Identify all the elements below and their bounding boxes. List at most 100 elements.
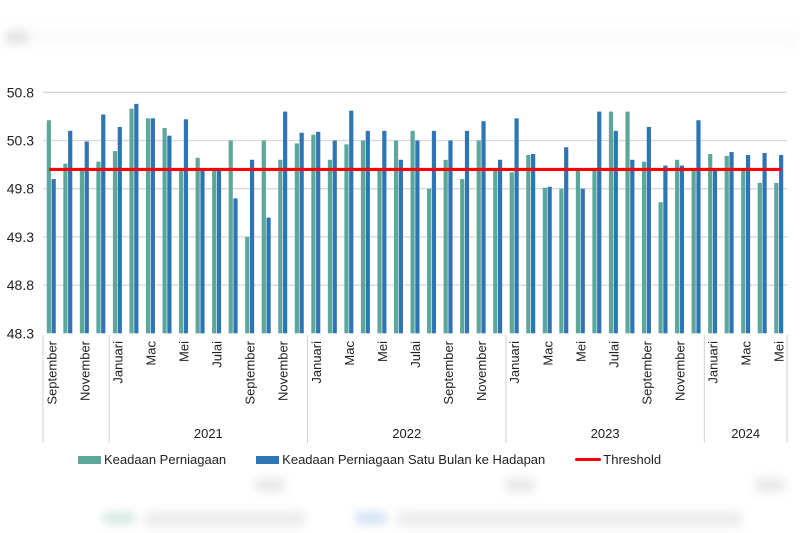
bar-satu-bulan-ke-hadapan bbox=[531, 153, 536, 334]
bar-keadaan-perniagaan bbox=[195, 157, 200, 334]
bar-satu-bulan-ke-hadapan bbox=[167, 135, 172, 334]
blurred-legend-text bbox=[397, 511, 742, 527]
year-label: 2023 bbox=[591, 426, 620, 441]
bar-satu-bulan-ke-hadapan bbox=[349, 110, 354, 334]
bars bbox=[46, 103, 784, 334]
year-label: 2021 bbox=[194, 426, 223, 441]
blurred-background-label bbox=[6, 30, 28, 44]
bar-satu-bulan-ke-hadapan bbox=[51, 179, 56, 334]
bar-keadaan-perniagaan bbox=[724, 155, 729, 334]
bar-satu-bulan-ke-hadapan bbox=[431, 130, 437, 334]
bar-keadaan-perniagaan bbox=[641, 161, 647, 334]
bar-satu-bulan-ke-hadapan bbox=[630, 159, 635, 334]
x-tick-label: September bbox=[441, 340, 456, 404]
y-tick-label: 50.3 bbox=[7, 133, 34, 149]
blurred-background-strip bbox=[0, 28, 800, 48]
bar-satu-bulan-ke-hadapan bbox=[283, 111, 288, 334]
bar-keadaan-perniagaan bbox=[559, 188, 564, 334]
bar-satu-bulan-ke-hadapan bbox=[68, 130, 73, 334]
x-tick-label: Mac bbox=[540, 341, 555, 366]
x-tick-label: Julai bbox=[408, 341, 423, 368]
bar-keadaan-perniagaan bbox=[327, 159, 333, 334]
bar-chart: 48.3 48.8 49.3 49.8 50.3 50.8 September Novemb… bbox=[7, 84, 788, 443]
x-tick-label: November bbox=[474, 340, 489, 401]
bar-satu-bulan-ke-hadapan bbox=[464, 130, 470, 334]
bar-keadaan-perniagaan bbox=[708, 153, 713, 334]
bar-keadaan-perniagaan bbox=[245, 236, 250, 334]
x-tick-label: Mac bbox=[739, 341, 754, 366]
bar-keadaan-perniagaan bbox=[212, 169, 217, 334]
x-tick-label: November bbox=[673, 340, 688, 401]
blurred-tick bbox=[255, 478, 285, 492]
bar-keadaan-perniagaan bbox=[608, 111, 614, 334]
bar-satu-bulan-ke-hadapan bbox=[299, 132, 304, 334]
y-tick-label: 49.3 bbox=[7, 229, 34, 245]
x-tick-label: November bbox=[276, 340, 291, 401]
year-label: 2024 bbox=[731, 426, 760, 441]
bar-satu-bulan-ke-hadapan bbox=[712, 169, 718, 334]
blurred-legend-text bbox=[145, 511, 305, 527]
bar-keadaan-perniagaan bbox=[179, 169, 184, 334]
bar-keadaan-perniagaan bbox=[691, 169, 696, 334]
bar-satu-bulan-ke-hadapan bbox=[497, 159, 503, 334]
legend-swatch-red-line bbox=[575, 458, 602, 461]
bar-keadaan-perniagaan bbox=[46, 120, 51, 334]
bar-keadaan-perniagaan bbox=[526, 154, 531, 334]
bar-satu-bulan-ke-hadapan bbox=[448, 140, 453, 334]
y-tick-label: 48.8 bbox=[7, 277, 34, 293]
bar-keadaan-perniagaan bbox=[311, 134, 316, 334]
legend-label: Keadaan Perniagaan bbox=[104, 452, 227, 467]
bar-satu-bulan-ke-hadapan bbox=[481, 121, 486, 334]
blurred-legend-swatch bbox=[355, 512, 387, 524]
bar-satu-bulan-ke-hadapan bbox=[663, 165, 668, 334]
bar-keadaan-perniagaan bbox=[261, 140, 266, 334]
x-tick-label: Januari bbox=[706, 341, 721, 384]
x-tick-label: Mei bbox=[375, 341, 390, 362]
y-tick-label: 50.8 bbox=[7, 84, 34, 100]
bar-keadaan-perniagaan bbox=[112, 151, 118, 334]
bar-satu-bulan-ke-hadapan bbox=[398, 159, 403, 334]
legend-label: Threshold bbox=[603, 452, 662, 467]
bar-satu-bulan-ke-hadapan bbox=[365, 130, 370, 334]
blurred-tick bbox=[755, 478, 785, 492]
bar-satu-bulan-ke-hadapan bbox=[183, 119, 189, 334]
bar-satu-bulan-ke-hadapan bbox=[216, 169, 222, 334]
bar-satu-bulan-ke-hadapan bbox=[101, 114, 106, 334]
bar-keadaan-perniagaan bbox=[427, 188, 432, 334]
bar-keadaan-perniagaan bbox=[79, 169, 85, 334]
x-tick-label: Mei bbox=[177, 341, 192, 362]
legend-label: Keadaan Perniagaan Satu Bulan ke Hadapan bbox=[282, 452, 546, 467]
bar-keadaan-perniagaan bbox=[278, 159, 283, 334]
bar-keadaan-perniagaan bbox=[393, 140, 399, 334]
bar-satu-bulan-ke-hadapan bbox=[729, 152, 734, 334]
bar-keadaan-perniagaan bbox=[757, 182, 762, 334]
bar-satu-bulan-ke-hadapan bbox=[514, 118, 519, 334]
bar-satu-bulan-ke-hadapan bbox=[249, 159, 255, 334]
bar-keadaan-perniagaan bbox=[344, 144, 349, 334]
bar-keadaan-perniagaan bbox=[228, 140, 233, 334]
bar-keadaan-perniagaan bbox=[741, 169, 746, 334]
legend-item-keadaan-perniagaan: Keadaan Perniagaan bbox=[78, 452, 226, 467]
bar-keadaan-perniagaan bbox=[592, 169, 597, 334]
x-tick-label: Januari bbox=[110, 341, 125, 384]
bar-satu-bulan-ke-hadapan bbox=[150, 118, 155, 334]
bar-satu-bulan-ke-hadapan bbox=[547, 186, 552, 334]
bar-satu-bulan-ke-hadapan bbox=[316, 131, 321, 334]
x-axis: September November Januari Mac Mei Julai Septe… bbox=[42, 335, 788, 443]
bar-keadaan-perniagaan bbox=[96, 161, 101, 334]
bar-satu-bulan-ke-hadapan bbox=[134, 103, 139, 334]
bar-satu-bulan-ke-hadapan bbox=[613, 130, 618, 334]
y-axis-tick-labels: 48.3 48.8 49.3 49.8 50.3 50.8 bbox=[7, 84, 34, 341]
bar-satu-bulan-ke-hadapan bbox=[266, 217, 271, 334]
bar-satu-bulan-ke-hadapan bbox=[332, 140, 337, 334]
bar-keadaan-perniagaan bbox=[410, 130, 415, 334]
y-tick-label: 48.3 bbox=[7, 325, 34, 341]
x-tick-label: Julai bbox=[210, 341, 225, 368]
blurred-tick bbox=[505, 478, 535, 492]
legend-item-threshold: Threshold bbox=[575, 452, 661, 467]
x-tick-label: Januari bbox=[309, 341, 324, 384]
x-tick-label: Januari bbox=[507, 341, 522, 384]
bar-satu-bulan-ke-hadapan bbox=[646, 127, 651, 334]
x-tick-label: Mei bbox=[573, 341, 588, 362]
y-tick-label: 49.8 bbox=[7, 181, 34, 197]
